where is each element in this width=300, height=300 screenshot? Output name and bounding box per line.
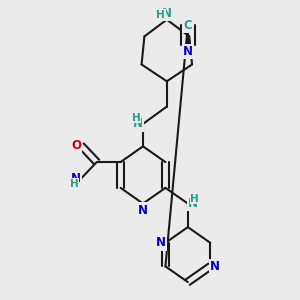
Text: N: N [188, 197, 198, 210]
Text: N: N [183, 45, 193, 58]
Text: N: N [138, 204, 148, 217]
Text: N: N [155, 236, 165, 249]
Text: C: C [184, 19, 192, 32]
Text: H: H [156, 10, 165, 20]
Text: H: H [190, 194, 199, 203]
Text: H: H [132, 113, 140, 123]
Text: N: N [162, 7, 172, 20]
Text: N: N [210, 260, 220, 273]
Text: N: N [71, 172, 81, 185]
Text: O: O [71, 139, 81, 152]
Text: H: H [70, 179, 79, 189]
Text: N: N [133, 117, 143, 130]
